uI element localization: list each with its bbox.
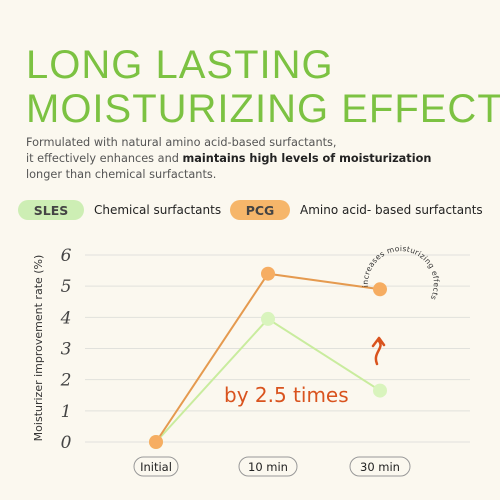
y-tick-label: 6 [61,246,72,266]
description-line-2: it effectively enhances and [26,152,183,165]
data-point-sles [373,383,387,398]
pcg-legend-label: Amino acid- based surfactants [300,203,483,217]
x-category-pill [349,456,411,477]
sles-legend-label: Chemical surfactants [94,203,222,217]
y-tick-label: 4 [60,308,72,328]
headline-line-2: MOISTURIZING EFFECT [26,87,500,131]
y-tick-label: 3 [61,340,72,360]
y-tick-label: 5 [61,277,72,297]
x-tick-label: 30 min [360,460,400,474]
data-point-pcg [149,435,163,449]
x-tick-label: 10 min [248,460,288,474]
curved-annotation: increases moisturizing effects [361,244,441,301]
sles-badge: SLES [18,200,84,220]
data-point-sles [261,311,275,326]
y-tick-label: 2 [60,371,72,391]
data-point-pcg [373,282,387,297]
x-tick-label: Initial [140,460,172,474]
legend-item-sles: SLES Chemical surfactants [18,200,221,220]
headline-line-1: LONG LASTING [26,43,334,87]
y-tick-label: 1 [61,402,72,422]
y-tick-label: 0 [61,433,72,453]
data-point-pcg [261,266,275,281]
series-line-sles [155,317,381,443]
series-line-pcg [155,272,381,443]
x-category-pill [133,456,179,477]
x-category-pill [238,456,298,477]
description-line-1: Formulated with natural amino acid-based… [26,136,337,149]
description-bold: maintains high levels of moisturization [182,152,432,165]
description: Formulated with natural amino acid-based… [26,135,486,183]
y-axis-label: Moisturizer improvement rate (%) [32,255,45,442]
description-line-3: longer than chemical surfactants. [26,168,217,181]
arrow-annotation [371,336,386,366]
pcg-badge: PCG [230,200,290,220]
legend-item-pcg: PCG Amino acid- based surfactants [230,200,483,220]
ratio-annotation: by 2.5 times [224,383,349,407]
